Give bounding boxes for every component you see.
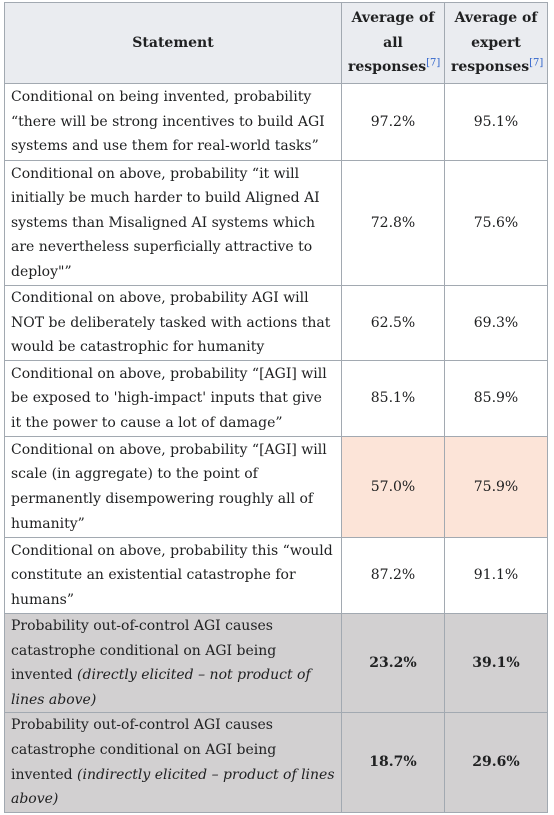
header-all-line2: all	[383, 34, 403, 51]
reference-link[interactable]: [7]	[426, 57, 441, 69]
table-row: Conditional on above, probability “[AGI]…	[4, 360, 548, 437]
statement-cell: Conditional on above, probability “[AGI]…	[4, 436, 342, 538]
header-all-responses[interactable]: Average of all responses[7]	[341, 2, 445, 84]
all-responses-cell: 62.5%	[341, 285, 445, 361]
table-row: Conditional on above, probability AGI wi…	[4, 285, 548, 361]
all-responses-cell: 87.2%	[341, 537, 445, 614]
table-row: Conditional on being invented, probabili…	[4, 83, 548, 161]
survey-table: Statement Average of all responses[7] Av…	[4, 2, 548, 813]
statement-cell: Conditional on above, probability “it wi…	[4, 160, 342, 286]
statement-cell: Conditional on being invented, probabili…	[4, 83, 342, 161]
header-expert-line1: Average of	[454, 10, 538, 27]
all-responses-cell: 23.2%	[341, 612, 445, 714]
table-row: Conditional on above, probability this “…	[4, 537, 548, 614]
header-all-line1: Average of	[351, 10, 435, 27]
table-row-summary: Probability out-of-control AGI causes ca…	[4, 612, 548, 714]
header-row: Statement Average of all responses[7] Av…	[4, 2, 548, 84]
expert-responses-cell: 75.9%	[444, 436, 548, 538]
all-responses-cell: 57.0%	[341, 436, 445, 538]
statement-note: (directly elicited – not product of line…	[11, 667, 311, 708]
statement-text: Probability out-of-control AGI causes ca…	[11, 717, 277, 783]
statement-cell: Probability out-of-control AGI causes ca…	[4, 612, 342, 714]
header-expert-responses[interactable]: Average of expert responses[7]	[444, 2, 548, 84]
expert-responses-cell: 95.1%	[444, 83, 548, 161]
statement-cell: Conditional on above, probability this “…	[4, 537, 342, 614]
header-all-line3: responses	[348, 59, 427, 76]
table-row: Conditional on above, probability “it wi…	[4, 160, 548, 286]
expert-responses-cell: 29.6%	[444, 712, 548, 813]
statement-cell: Conditional on above, probability AGI wi…	[4, 285, 342, 361]
header-expert-line3: responses	[451, 59, 530, 76]
statement-cell: Conditional on above, probability “[AGI]…	[4, 360, 342, 437]
expert-responses-cell: 91.1%	[444, 537, 548, 614]
expert-responses-cell: 85.9%	[444, 360, 548, 437]
statement-note: (indirectly elicited – product of lines …	[11, 766, 335, 808]
statement-text: Probability out-of-control AGI causes ca…	[11, 618, 277, 684]
reference-link[interactable]: [7]	[529, 57, 544, 69]
all-responses-cell: 72.8%	[341, 160, 445, 286]
all-responses-cell: 85.1%	[341, 360, 445, 437]
table-row-highlighted: Conditional on above, probability “[AGI]…	[4, 436, 548, 538]
expert-responses-cell: 39.1%	[444, 612, 548, 714]
all-responses-cell: 97.2%	[341, 83, 445, 161]
table-row-summary: Probability out-of-control AGI causes ca…	[4, 712, 548, 813]
header-expert-line2: expert	[471, 34, 521, 51]
header-statement[interactable]: Statement	[4, 2, 342, 84]
expert-responses-cell: 75.6%	[444, 160, 548, 286]
all-responses-cell: 18.7%	[341, 712, 445, 813]
statement-cell: Probability out-of-control AGI causes ca…	[4, 712, 342, 813]
expert-responses-cell: 69.3%	[444, 285, 548, 361]
